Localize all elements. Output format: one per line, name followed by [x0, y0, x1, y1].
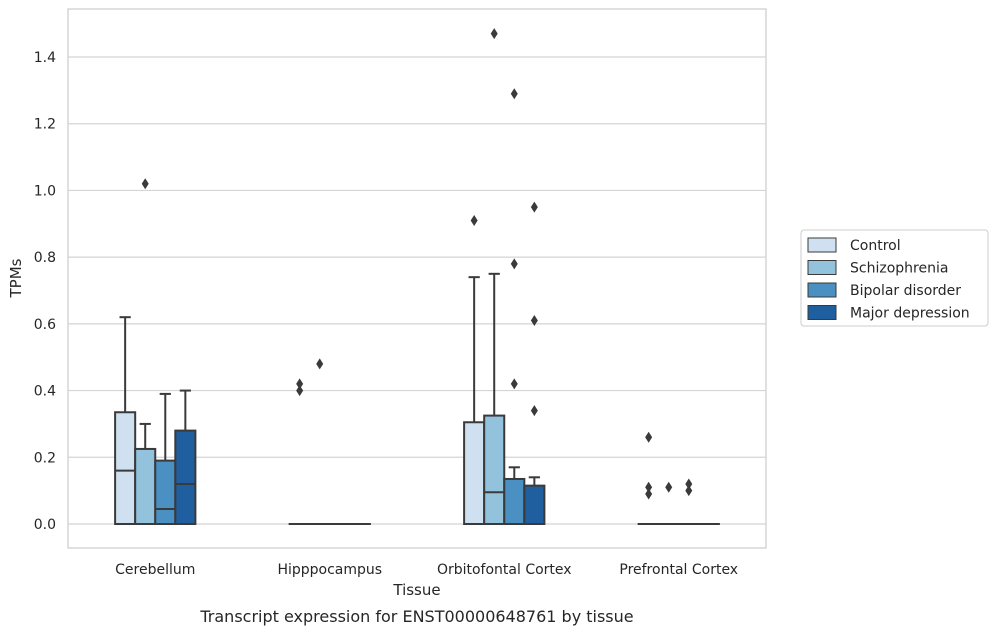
outlier-point	[490, 28, 498, 40]
legend-label: Schizophrenia	[850, 261, 948, 277]
y-tick-label: 1.0	[34, 183, 56, 199]
outlier-point	[296, 378, 304, 390]
y-tick-label: 0.8	[34, 250, 56, 266]
y-tick-label: 0.4	[34, 384, 56, 400]
outlier-point	[530, 405, 538, 417]
outlier-point	[510, 258, 518, 270]
legend-swatch	[807, 237, 837, 253]
outlier-point	[665, 481, 673, 493]
box-group	[154, 392, 177, 525]
box-group	[637, 431, 660, 526]
box-group	[523, 201, 546, 525]
legend-label: Control	[850, 238, 901, 254]
outlier-point	[296, 385, 304, 397]
box-group	[134, 178, 157, 526]
outlier-point	[530, 201, 538, 213]
x-tick-label: Cerebellum	[115, 562, 195, 578]
outlier-point	[645, 431, 653, 443]
box-group	[483, 28, 506, 526]
outlier-point	[645, 481, 653, 493]
x-tick-label: Prefrontal Cortex	[619, 562, 738, 578]
box	[523, 484, 546, 525]
box-group	[288, 378, 311, 526]
x-tick-label: Hipppocampus	[277, 562, 382, 578]
y-axis-ticks: 0.0 0.2 0.4 0.6 0.8 1.0 1.2 1.4	[34, 50, 56, 533]
y-tick-label: 1.4	[34, 50, 56, 66]
outlier-point	[316, 358, 324, 370]
box	[114, 411, 137, 525]
y-tick-label: 0.2	[34, 450, 56, 466]
box	[174, 429, 197, 526]
y-tick-label: 0.6	[34, 317, 56, 333]
y-tick-label: 0.0	[34, 517, 56, 533]
legend-swatch	[807, 260, 837, 275]
chart-title: Transcript expression for ENST0000064876…	[199, 607, 633, 626]
outlier-point	[510, 378, 518, 390]
legend-frame	[800, 229, 989, 327]
box-group	[174, 389, 197, 526]
y-axis-label: TPMs	[7, 258, 25, 298]
legend: Control Schizophrenia Bipolar disorder Majo…	[800, 229, 989, 327]
box-group	[503, 88, 526, 526]
legend-label: Bipolar disorder	[850, 283, 961, 299]
x-axis-label: Tissue	[392, 581, 440, 599]
box	[503, 477, 526, 526]
y-tick-label: 1.2	[34, 117, 56, 133]
box-series	[114, 28, 720, 526]
outlier-point	[530, 315, 538, 327]
outlier-point	[685, 478, 693, 490]
box	[154, 459, 177, 525]
box	[134, 447, 157, 526]
outlier-point	[645, 488, 653, 500]
outlier-point	[141, 178, 149, 190]
outlier-point	[510, 88, 518, 100]
legend-swatch	[807, 282, 837, 298]
legend-label: Major depression	[850, 306, 970, 322]
x-tick-label: Orbitofontal Cortex	[437, 562, 572, 578]
x-axis-ticks: Cerebellum Hipppocampus Orbitofontal Corte…	[115, 562, 738, 578]
legend-swatch	[807, 305, 837, 320]
box	[483, 414, 506, 526]
outlier-point	[470, 214, 478, 226]
box-group	[463, 214, 486, 525]
box	[463, 421, 486, 525]
outlier-point	[685, 485, 693, 497]
